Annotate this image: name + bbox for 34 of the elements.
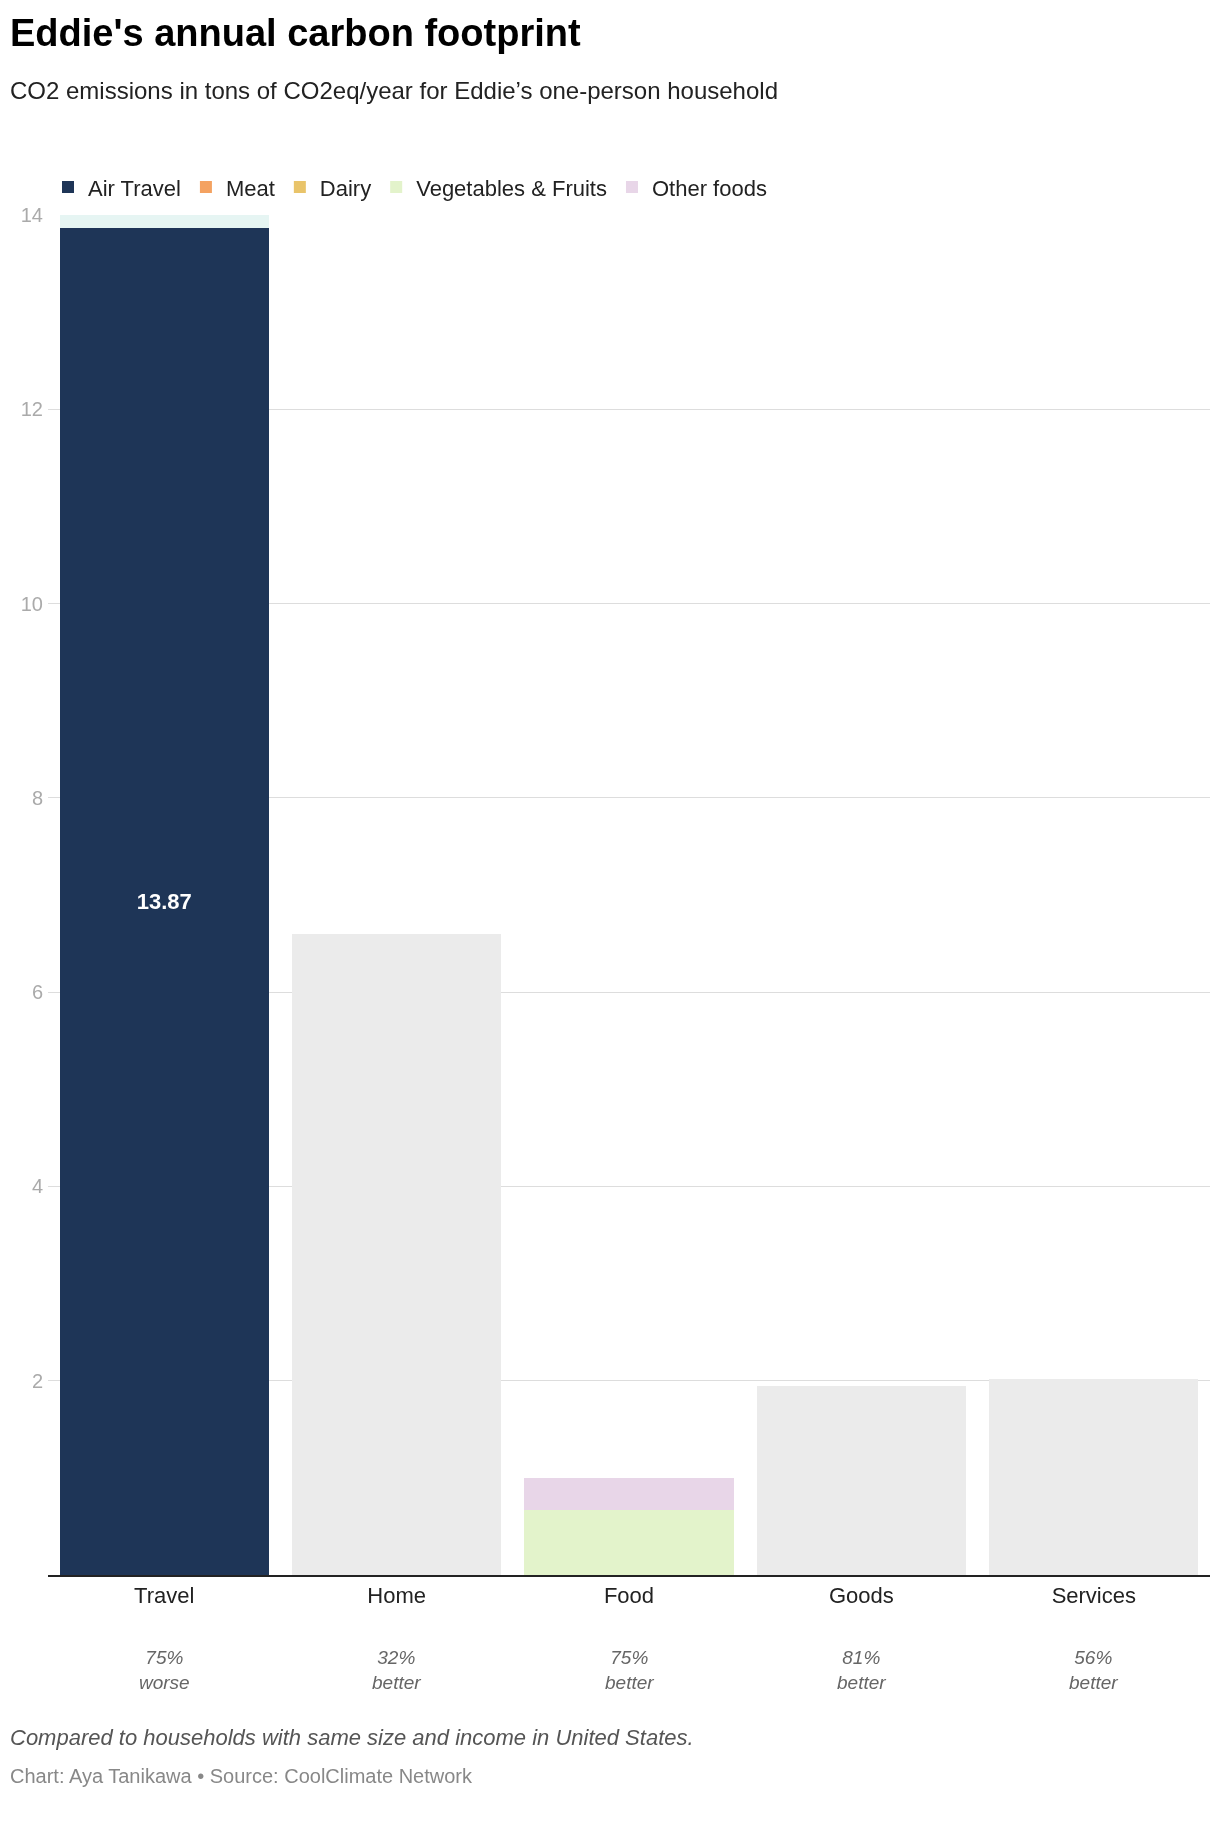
x-tick-label: Travel	[134, 1583, 195, 1609]
bar	[756, 1385, 966, 1575]
legend-label: Air Travel	[88, 175, 181, 201]
text: 32% better	[372, 1647, 422, 1693]
y-tick-label: 10	[20, 592, 43, 615]
x-tick-label: Services	[1051, 1583, 1136, 1609]
text: Compared to households with same size and income in United States.	[10, 1725, 695, 1751]
legend-label: Other foods	[651, 175, 767, 201]
text: 75% better	[605, 1647, 655, 1693]
text: Chart: Aya Tanikawa • Source: CoolClimate Network	[10, 1765, 474, 1788]
y-tick-label: 2	[31, 1369, 43, 1392]
text: 75% worse	[139, 1647, 190, 1693]
text: 56% better	[1069, 1647, 1119, 1693]
y-tick-label: 8	[31, 786, 43, 809]
bar	[59, 227, 269, 1575]
text: 81% better	[837, 1647, 887, 1693]
y-tick-label: 6	[31, 981, 43, 1004]
bar	[59, 215, 269, 228]
bar	[524, 1509, 734, 1575]
bar	[524, 1477, 734, 1510]
data-label: 13.87	[136, 888, 192, 914]
chart-subtitle: CO2 emissions in tons of CO2eq/year for Eddie’s one-person household	[10, 77, 779, 105]
x-tick-label: Home	[367, 1583, 426, 1609]
chart-title: Eddie's annual carbon footprint	[10, 12, 582, 55]
legend-label: Dairy	[319, 175, 372, 201]
x-tick-label: Food	[603, 1583, 655, 1609]
x-tick-label: Goods	[828, 1583, 894, 1609]
bar	[989, 1378, 1199, 1575]
legend-label: Meat	[225, 175, 275, 201]
legend-label: Vegetables & Fruits	[416, 175, 607, 201]
y-tick-label: 4	[31, 1175, 43, 1198]
y-tick-label: 12	[20, 398, 43, 421]
bar	[292, 933, 502, 1575]
y-tick-label: 14	[20, 204, 43, 226]
